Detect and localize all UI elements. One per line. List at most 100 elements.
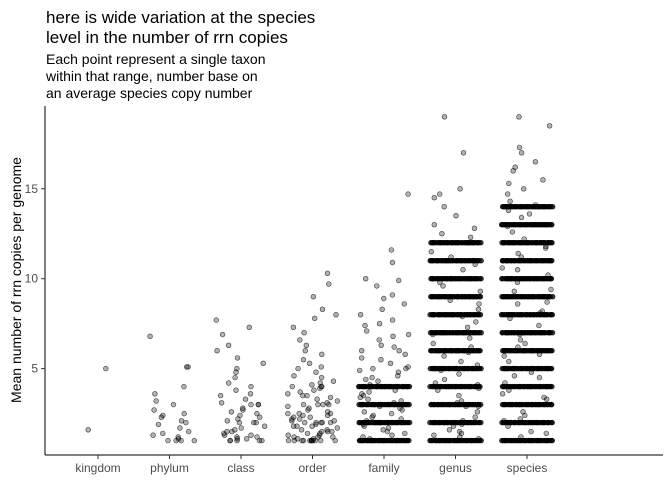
data-point	[441, 353, 447, 359]
data-point	[438, 367, 444, 374]
data-point	[285, 403, 291, 410]
band-point	[549, 330, 556, 336]
data-point	[186, 428, 192, 435]
data-point	[233, 387, 239, 393]
band-point	[549, 312, 555, 318]
data-point	[466, 330, 473, 336]
data-point	[437, 191, 443, 197]
data-point	[327, 394, 334, 401]
data-point	[506, 358, 512, 365]
data-point	[178, 437, 184, 444]
data-point	[224, 418, 231, 424]
x-tick-label: phylum	[150, 461, 189, 475]
data-point	[381, 295, 387, 302]
data-point	[472, 414, 478, 420]
data-point	[366, 389, 372, 395]
data-point	[165, 437, 171, 444]
data-point	[184, 364, 190, 370]
data-point	[319, 351, 325, 357]
data-point	[545, 272, 551, 278]
data-point	[285, 391, 291, 397]
chart-title: here is wide variation at the specieslev…	[46, 8, 315, 47]
data-point	[363, 418, 370, 424]
data-point	[454, 400, 461, 406]
data-point	[430, 258, 436, 264]
data-point	[501, 353, 507, 359]
data-point	[543, 396, 550, 402]
data-point	[441, 376, 448, 383]
data-point	[520, 186, 527, 192]
data-point	[546, 123, 553, 129]
data-point	[392, 387, 398, 393]
data-point	[257, 414, 263, 420]
data-point	[358, 401, 364, 408]
data-point	[319, 419, 325, 426]
band-point	[477, 294, 484, 300]
data-point	[471, 225, 478, 232]
data-point	[325, 409, 331, 415]
data-point	[296, 410, 302, 417]
data-point	[511, 288, 517, 294]
data-point	[300, 392, 306, 399]
data-point	[476, 301, 482, 307]
data-point	[191, 437, 198, 444]
data-point	[376, 321, 383, 327]
data-point	[248, 401, 254, 408]
data-point	[324, 270, 331, 276]
data-point	[304, 392, 310, 399]
data-point	[227, 437, 233, 444]
band-point	[407, 419, 413, 426]
data-point	[505, 207, 512, 214]
band-point	[549, 437, 555, 444]
data-point	[290, 324, 297, 330]
data-point	[431, 222, 437, 228]
data-point	[242, 396, 249, 402]
data-point	[473, 319, 479, 325]
data-point	[467, 234, 474, 241]
data-point	[311, 387, 317, 393]
data-point	[437, 279, 443, 285]
data-point	[363, 376, 369, 383]
data-point	[103, 365, 109, 372]
data-point	[395, 373, 401, 379]
data-point	[300, 401, 307, 408]
band-point	[549, 294, 556, 300]
data-point	[374, 283, 380, 289]
data-point	[460, 267, 466, 273]
data-point	[375, 378, 381, 384]
data-point	[528, 369, 535, 375]
data-point	[474, 409, 481, 415]
data-point	[536, 322, 542, 329]
data-point	[253, 419, 259, 426]
data-point	[175, 434, 181, 440]
data-point	[304, 430, 311, 437]
band-point	[549, 383, 555, 390]
data-point	[357, 367, 363, 374]
data-point	[254, 410, 260, 417]
data-point	[285, 437, 292, 444]
data-point	[302, 348, 308, 354]
data-point	[360, 392, 367, 399]
x-tick-label: class	[227, 461, 254, 475]
data-point	[379, 306, 385, 312]
data-point	[364, 328, 370, 334]
data-point	[256, 437, 263, 444]
data-point	[218, 400, 225, 406]
data-point	[402, 351, 408, 357]
data-point	[313, 419, 319, 426]
data-point	[248, 383, 254, 390]
data-point	[330, 434, 336, 440]
data-point	[511, 373, 518, 379]
data-point	[439, 231, 445, 237]
data-point	[431, 195, 437, 201]
data-point	[398, 416, 404, 422]
data-point	[391, 344, 397, 350]
data-point	[319, 428, 325, 435]
data-point	[460, 418, 466, 424]
data-point	[312, 315, 318, 321]
data-point	[153, 398, 159, 404]
data-point	[507, 198, 513, 205]
data-point	[476, 436, 482, 442]
data-point	[443, 419, 450, 426]
data-point	[232, 427, 238, 433]
